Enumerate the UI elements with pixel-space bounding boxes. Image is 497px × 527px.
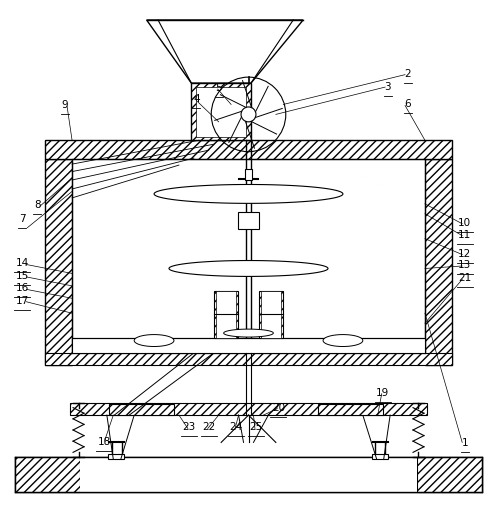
Text: 22: 22 [202,423,215,433]
Text: 24: 24 [230,423,243,433]
Bar [216,291,236,338]
Polygon shape [169,260,328,277]
Text: 14: 14 [16,258,29,268]
Text: 2: 2 [404,69,411,79]
Text: 9: 9 [61,101,68,111]
Bar [238,212,259,229]
Polygon shape [224,329,273,337]
Text: 21: 21 [458,274,471,284]
Circle shape [241,107,256,122]
Bar [372,454,388,460]
Text: 11: 11 [458,230,471,240]
Bar [417,457,482,492]
Polygon shape [323,335,363,346]
Bar [245,169,252,180]
Text: 20: 20 [272,403,285,413]
Bar [196,87,246,137]
Bar [70,403,427,415]
Bar [15,457,80,492]
Text: 8: 8 [34,200,41,210]
Bar [45,140,452,159]
Text: 16: 16 [16,284,29,294]
Text: 18: 18 [98,437,111,447]
Bar [80,457,417,492]
Bar [425,159,452,365]
Text: 1: 1 [461,438,468,448]
Bar [214,291,238,338]
Bar [72,338,425,353]
Text: 7: 7 [19,214,26,224]
Text: 19: 19 [376,388,389,398]
Text: 25: 25 [249,423,262,433]
Text: 17: 17 [16,296,29,306]
Bar [147,20,157,23]
Bar [259,291,283,338]
Bar [45,353,452,365]
Text: 4: 4 [193,94,200,104]
Text: 5: 5 [215,83,222,93]
Text: 6: 6 [404,100,411,110]
Bar [109,404,174,415]
Text: 13: 13 [458,260,471,270]
Bar [318,404,383,415]
Bar [261,291,281,338]
Text: 23: 23 [182,423,195,433]
Polygon shape [134,335,174,346]
Text: 3: 3 [384,82,391,92]
Bar [45,159,72,365]
Bar [15,457,482,492]
Polygon shape [154,184,343,203]
Bar [191,83,251,140]
Text: 12: 12 [458,249,471,259]
Text: 15: 15 [16,271,29,281]
Bar [108,454,124,460]
Text: 10: 10 [458,218,471,228]
